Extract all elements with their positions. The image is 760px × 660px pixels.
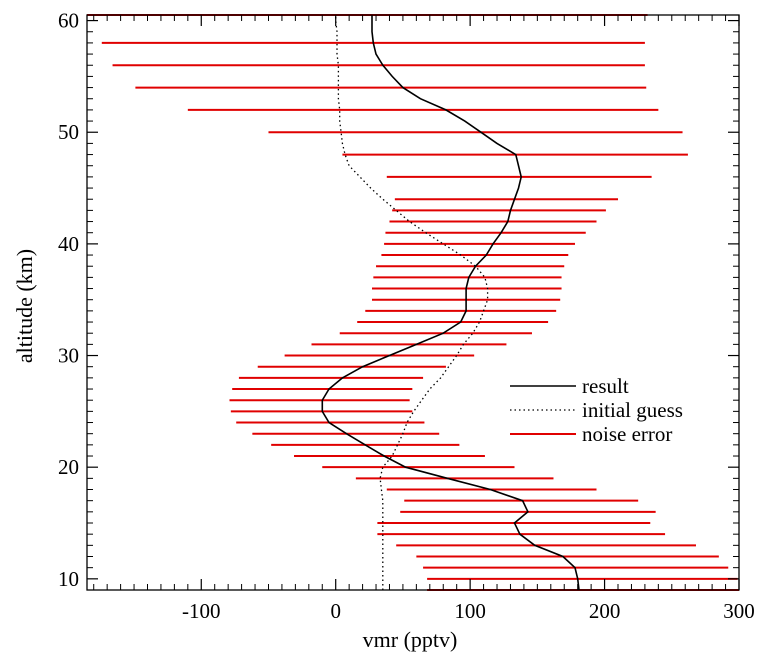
noise-error-bars — [87, 14, 739, 591]
result-series — [321, 15, 580, 591]
y-axis-title: altitude (km) — [12, 249, 37, 363]
y-tick-label: 50 — [58, 120, 79, 144]
y-axis: 10 20 30 40 50 60 — [58, 9, 739, 591]
initial-guess-series — [335, 15, 489, 590]
y-tick-label: 10 — [58, 567, 79, 591]
y-tick-label: 60 — [58, 9, 79, 33]
y-tick-label: 20 — [58, 455, 79, 479]
x-tick-label: 100 — [454, 599, 486, 623]
legend-label: result — [582, 374, 629, 398]
y-tick-label: 40 — [58, 232, 79, 256]
initial-guess-line — [335, 15, 489, 590]
x-tick-label: 200 — [589, 599, 621, 623]
x-axis: -100 0 100 200 300 — [93, 15, 755, 623]
x-tick-label: 0 — [330, 599, 341, 623]
plot-border — [86, 14, 740, 591]
x-tick-label: -100 — [182, 599, 221, 623]
y-tick-label: 30 — [58, 344, 79, 368]
legend-label: noise error — [582, 422, 672, 446]
plot-frame — [86, 14, 740, 591]
legend-label: initial guess — [582, 398, 683, 422]
x-tick-label: 300 — [723, 599, 755, 623]
x-axis-title: vmr (pptv) — [363, 627, 458, 652]
result-line — [321, 15, 580, 591]
